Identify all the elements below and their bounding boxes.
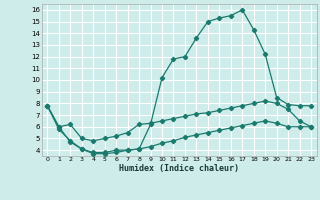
X-axis label: Humidex (Indice chaleur): Humidex (Indice chaleur) bbox=[119, 164, 239, 173]
